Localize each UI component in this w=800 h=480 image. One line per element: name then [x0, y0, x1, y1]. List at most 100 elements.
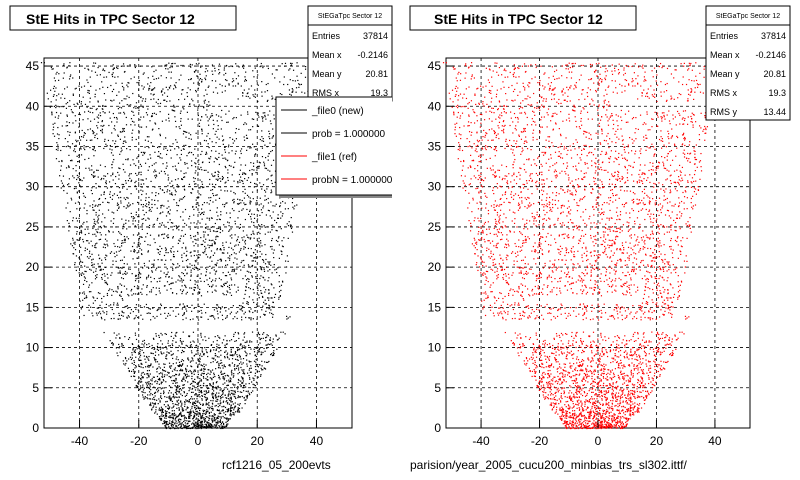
left-stats-box[interactable]: StEGaTpc Sector 12 Entries 37814 Mean x …: [307, 5, 393, 102]
hit-point: [259, 285, 261, 287]
hit-point: [214, 420, 216, 422]
hit-point: [189, 388, 191, 390]
hit-point: [97, 222, 99, 224]
hit-point: [95, 187, 97, 189]
hit-point: [232, 412, 234, 414]
hit-point: [263, 161, 265, 163]
hit-point: [82, 119, 84, 121]
hit-point: [96, 231, 98, 233]
hit-point: [229, 229, 231, 231]
hit-point: [230, 413, 232, 416]
hit-point: [138, 84, 140, 86]
hit-point: [208, 161, 211, 164]
hit-point: [205, 267, 207, 269]
hit-point: [117, 76, 119, 78]
hit-point: [133, 361, 136, 364]
legend[interactable]: _file0 (new) prob = 1.000000 _file1 (ref…: [275, 96, 399, 198]
hit-point: [165, 248, 167, 250]
hit-point: [234, 257, 236, 259]
hit-point: [175, 388, 178, 391]
hit-point: [246, 234, 248, 236]
hit-point: [232, 80, 235, 82]
hit-point: [226, 425, 228, 427]
hit-point: [271, 245, 273, 248]
hit-point: [260, 374, 262, 376]
hit-point: [212, 426, 214, 428]
hit-point: [224, 355, 226, 358]
hit-point: [101, 297, 103, 300]
hit-point: [129, 268, 131, 270]
hit-point: [262, 184, 265, 186]
hit-point: [174, 179, 177, 181]
hit-point: [185, 367, 187, 370]
left-stats-value: -0.2146: [357, 50, 388, 60]
hit-point: [72, 217, 74, 219]
hit-point: [184, 426, 186, 428]
hit-point: [87, 129, 89, 131]
hit-point: [165, 77, 167, 79]
hit-point: [148, 201, 150, 203]
hit-point: [176, 204, 178, 206]
hit-point: [163, 307, 166, 309]
hit-point: [276, 217, 279, 219]
hit-point: [107, 139, 110, 142]
hit-point: [105, 76, 108, 78]
hit-point: [142, 154, 144, 156]
hit-point: [141, 288, 143, 290]
hit-point: [141, 253, 143, 256]
hit-point: [201, 130, 203, 132]
hit-point: [257, 366, 260, 368]
hit-point: [84, 270, 86, 272]
hit-point: [159, 417, 161, 419]
hit-point: [261, 91, 263, 93]
hit-point: [159, 348, 162, 350]
hit-point: [221, 306, 223, 308]
hit-point: [226, 420, 228, 422]
hit-point: [191, 293, 194, 295]
hit-point: [253, 360, 256, 362]
hit-point: [169, 420, 171, 422]
hit-point: [238, 410, 240, 412]
hit-point: [151, 378, 153, 380]
hit-point: [220, 427, 222, 430]
hit-point: [143, 355, 145, 357]
hit-point: [182, 89, 184, 91]
hit-point: [74, 88, 76, 90]
hit-point: [218, 69, 220, 71]
hit-point: [259, 266, 261, 268]
hit-point: [270, 353, 273, 355]
hit-point: [119, 351, 121, 353]
hit-point: [230, 396, 232, 398]
hit-point: [148, 87, 150, 89]
hit-point: [83, 273, 85, 275]
hit-point: [80, 103, 82, 105]
hit-point: [198, 389, 201, 391]
hit-point: [232, 166, 235, 169]
hit-point: [239, 226, 241, 229]
hit-point: [177, 390, 179, 392]
hit-point: [193, 289, 196, 292]
hit-point: [166, 273, 168, 275]
hit-point: [235, 291, 237, 293]
hit-point: [131, 120, 134, 123]
hit-point: [200, 418, 202, 420]
hit-point: [211, 392, 213, 395]
hit-point: [252, 288, 254, 291]
hit-point: [184, 380, 187, 382]
hit-point: [58, 137, 60, 140]
hit-point: [185, 224, 188, 226]
hit-point: [210, 399, 212, 402]
hit-point: [172, 375, 174, 377]
hit-point: [152, 145, 154, 147]
hit-point: [211, 427, 213, 429]
hit-point: [188, 183, 191, 186]
hit-point: [226, 374, 228, 377]
hit-point: [135, 356, 137, 358]
hit-point: [250, 319, 252, 321]
left-stats-label: Mean y: [312, 69, 342, 79]
hit-point: [142, 88, 144, 90]
hit-point: [243, 386, 245, 388]
hit-point: [167, 177, 170, 179]
hit-point: [180, 405, 182, 407]
hit-point: [119, 259, 122, 262]
